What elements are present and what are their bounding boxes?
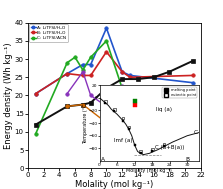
Legend: A: LiTFSI/H₂O, B: LiTFSI/H₂O, C: LiTFSI/ACN: A: LiTFSI/H₂O, B: LiTFSI/H₂O, C: LiTFSI/… bbox=[29, 24, 68, 42]
Y-axis label: Energy density (Wh kg⁻¹): Energy density (Wh kg⁻¹) bbox=[4, 42, 13, 149]
X-axis label: Molality (mol kg⁻¹): Molality (mol kg⁻¹) bbox=[75, 180, 153, 189]
